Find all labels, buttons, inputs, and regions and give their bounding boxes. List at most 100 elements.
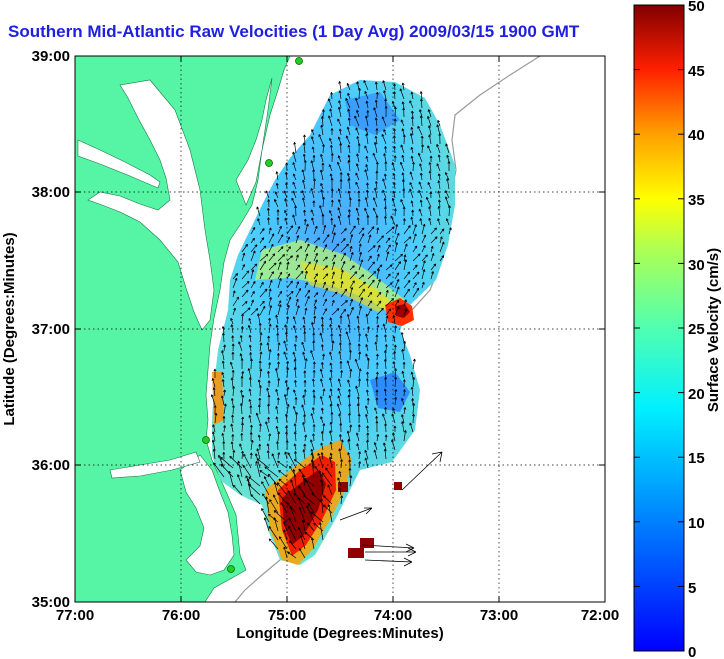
- velocity-vector: [258, 385, 262, 397]
- velocity-vector: [250, 269, 255, 280]
- velocity-vector: [304, 358, 308, 370]
- velocity-vector: [445, 143, 450, 154]
- velocity-vector: [259, 351, 263, 361]
- velocity-vector: [439, 236, 443, 244]
- velocity-vector: [250, 244, 258, 253]
- velocity-vector: [239, 443, 243, 451]
- velocity-vector: [346, 126, 351, 136]
- velocity-vector: [293, 358, 297, 370]
- velocity-vector: [385, 264, 393, 271]
- velocity-vector: [331, 340, 335, 352]
- velocity-vector: [376, 300, 382, 307]
- velocity-vector: [382, 189, 387, 199]
- velocity-vector: [337, 215, 342, 226]
- velocity-vector: [292, 405, 297, 415]
- velocity-vector: [278, 478, 288, 487]
- y-tick-label: 37:00: [32, 321, 70, 338]
- velocity-vector: [267, 380, 271, 388]
- velocity-vector: [365, 100, 369, 109]
- velocity-vector: [356, 396, 360, 406]
- velocity-vector: [400, 119, 405, 127]
- velocity-vector: [276, 397, 280, 406]
- velocity-vector: [230, 423, 234, 433]
- velocity-vector: [419, 115, 423, 127]
- velocity-vector: [340, 370, 344, 379]
- velocity-vector: [357, 424, 361, 433]
- velocity-vector: [250, 227, 256, 235]
- velocity-vector: [311, 129, 315, 136]
- velocity-vector: [390, 215, 396, 226]
- velocity-vector: [322, 388, 326, 397]
- velocity-vector: [312, 332, 316, 343]
- velocity-vector: [320, 431, 324, 442]
- velocity-vector: [355, 432, 360, 442]
- velocity-vector: [354, 358, 360, 370]
- velocity-vector: [302, 394, 306, 406]
- velocity-vector: [273, 517, 279, 532]
- velocity-vector: [330, 188, 334, 199]
- velocity-vector: [393, 118, 397, 127]
- velocity-vector: [384, 106, 388, 118]
- velocity-vector: [376, 279, 381, 289]
- speed-region-south-core: [282, 470, 326, 545]
- velocity-vector: [367, 255, 372, 262]
- velocity-vector: [258, 322, 262, 334]
- velocity-vector: [331, 243, 340, 253]
- velocity-vector: [425, 196, 432, 208]
- velocity-vector: [349, 368, 353, 379]
- velocity-vector: [412, 282, 417, 289]
- velocity-vector: [394, 224, 399, 235]
- x-axis-label: Longitude (Degrees:Minutes): [236, 625, 444, 642]
- velocity-vector: [298, 485, 306, 496]
- velocity-vector: [419, 98, 423, 109]
- velocity-vector: [241, 252, 246, 262]
- velocity-vector: [448, 205, 452, 217]
- velocity-vector: [340, 300, 348, 307]
- velocity-vector: [302, 316, 306, 325]
- velocity-vector: [223, 403, 227, 415]
- velocity-vector: [301, 474, 306, 487]
- velocity-vector: [286, 255, 293, 262]
- velocity-vector: [394, 279, 400, 289]
- velocity-vector: [320, 323, 324, 334]
- station-marker: [202, 436, 210, 444]
- velocity-vector: [393, 91, 396, 100]
- velocity-vector: [301, 404, 306, 415]
- velocity-vector: [340, 288, 348, 298]
- velocity-vector: [365, 333, 369, 343]
- velocity-vector: [349, 225, 356, 235]
- velocity-vector: [283, 351, 288, 361]
- velocity-vector: [355, 181, 360, 190]
- velocity-vector: [292, 190, 297, 199]
- velocity-vector: [313, 292, 319, 298]
- station-marker: [227, 565, 235, 573]
- velocity-vector: [303, 331, 307, 343]
- velocity-vector: [320, 344, 324, 352]
- velocity-vector: [318, 470, 324, 487]
- velocity-vector: [375, 91, 379, 100]
- velocity-vector: [355, 97, 360, 109]
- velocity-vector: [330, 199, 334, 208]
- velocity-vector: [329, 108, 333, 118]
- x-tick-label: 74:00: [374, 607, 412, 624]
- velocity-vector: [213, 368, 217, 379]
- velocity-vector: [304, 243, 310, 253]
- velocity-vector: [304, 295, 310, 307]
- velocity-vector: [402, 206, 406, 217]
- velocity-vector: [393, 351, 397, 361]
- speed-cell: [338, 482, 348, 492]
- velocity-vector: [302, 197, 306, 208]
- velocity-vector: [286, 296, 292, 307]
- velocity-vector: [331, 308, 340, 316]
- velocity-vector: [410, 386, 414, 397]
- velocity-vector: [250, 308, 259, 316]
- velocity-vector: [376, 316, 379, 325]
- velocity-vector: [421, 223, 426, 235]
- velocity-vector: [358, 297, 363, 307]
- velocity-vector: [430, 253, 435, 262]
- velocity-vector: [337, 199, 342, 208]
- velocity-vector: [444, 196, 450, 208]
- velocity-vector: [277, 271, 283, 280]
- velocity-vector: [444, 172, 450, 181]
- velocity-vector: [248, 377, 252, 388]
